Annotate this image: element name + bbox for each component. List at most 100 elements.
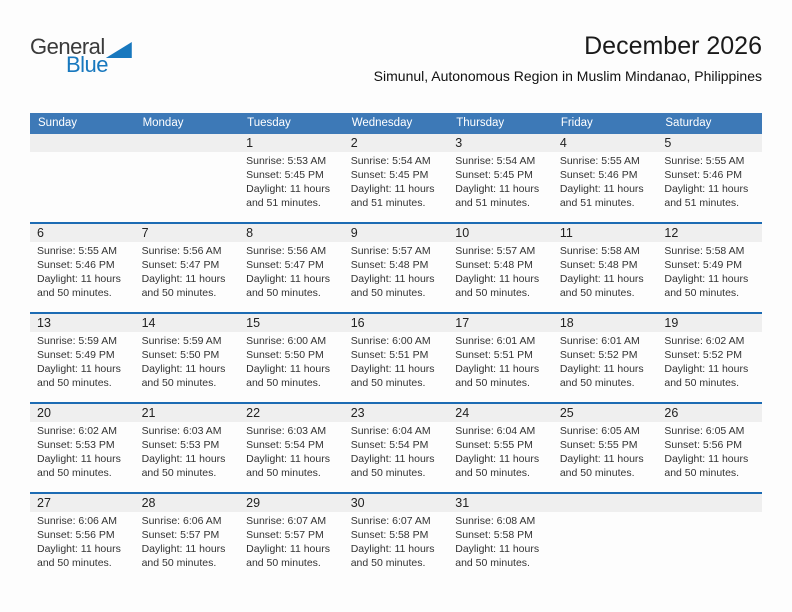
day-number: 23 (343, 404, 449, 422)
sunrise-text: Sunrise: 6:08 AM (455, 515, 536, 527)
day-cell: 7 Sunrise: 5:56 AM Sunset: 5:47 PM Daylight… (134, 223, 240, 313)
day-number: 3 (448, 134, 553, 152)
sunrise-text: Sunrise: 5:54 AM (350, 155, 431, 167)
day-cell: 19 Sunrise: 6:02 AM Sunset: 5:52 PM Dayligh… (657, 313, 762, 403)
day-number: 26 (657, 404, 762, 422)
day-cell: 12 Sunrise: 5:58 AM Sunset: 5:49 PM Dayligh… (657, 223, 762, 313)
daylight-text: Daylight: 11 hours and 50 minutes. (559, 272, 644, 299)
day-cell: 20 Sunrise: 6:02 AM Sunset: 5:53 PM Dayligh… (30, 403, 135, 493)
logo-text-blue: Blue (66, 52, 109, 77)
day-cell: 22 Sunrise: 6:03 AM Sunset: 5:54 PM Dayligh… (239, 403, 344, 493)
day-details: Sunrise: 6:03 AM Sunset: 5:54 PM Daylight:… (239, 422, 344, 481)
day-cell: 5 Sunrise: 5:55 AM Sunset: 5:46 PM Daylight… (657, 134, 762, 223)
day-details: Sunrise: 5:54 AM Sunset: 5:45 PM Daylight:… (344, 152, 449, 211)
day-cell: 21 Sunrise: 6:03 AM Sunset: 5:53 PM Dayligh… (134, 403, 240, 493)
day-cell: 10 Sunrise: 5:57 AM Sunset: 5:48 PM Dayligh… (448, 223, 553, 313)
weekday-wednesday: Wednesday (343, 113, 449, 134)
day-number: 14 (134, 314, 240, 332)
day-number: 15 (239, 314, 344, 332)
daylight-text: Daylight: 11 hours and 50 minutes. (141, 362, 226, 389)
sunset-text: Sunset: 5:55 PM (559, 438, 638, 451)
daylight-text: Daylight: 11 hours and 51 minutes. (246, 182, 330, 209)
calendar-table: Sunday Monday Tuesday Wednesday Thursday… (30, 113, 762, 582)
day-number: 13 (30, 314, 135, 332)
day-cell: 24 Sunrise: 6:04 AM Sunset: 5:55 PM Dayligh… (448, 403, 553, 493)
sunrise-text: Sunrise: 5:56 AM (141, 245, 222, 257)
day-number (134, 134, 240, 152)
sunset-text: Sunset: 5:47 PM (246, 258, 324, 271)
title-block: December 2026 Simunul, Autonomous Region… (30, 30, 762, 84)
daylight-text: Daylight: 11 hours and 51 minutes. (559, 182, 644, 209)
sunrise-text: Sunrise: 6:03 AM (141, 425, 222, 437)
day-details: Sunrise: 5:58 AM Sunset: 5:49 PM Daylight:… (657, 242, 762, 301)
page-subtitle: Simunul, Autonomous Region in Muslim Min… (373, 67, 762, 84)
day-cell: 25 Sunrise: 6:05 AM Sunset: 5:55 PM Dayligh… (552, 403, 658, 493)
brand-logo: General Blue (30, 36, 132, 76)
sunrise-text: Sunrise: 5:55 AM (664, 155, 745, 167)
day-number: 28 (134, 494, 240, 512)
empty-day-cell (134, 134, 240, 223)
sunrise-text: Sunrise: 6:05 AM (559, 425, 640, 437)
page-title: December 2026 (584, 32, 762, 60)
day-number: 30 (343, 494, 449, 512)
sunrise-text: Sunrise: 5:58 AM (559, 245, 640, 257)
day-details: Sunrise: 6:02 AM Sunset: 5:53 PM Daylight:… (30, 422, 135, 481)
sunset-text: Sunset: 5:52 PM (559, 348, 638, 361)
day-number: 31 (448, 494, 553, 512)
day-details: Sunrise: 6:01 AM Sunset: 5:52 PM Daylight:… (553, 332, 658, 391)
sunset-text: Sunset: 5:53 PM (141, 438, 220, 451)
day-number: 9 (343, 224, 449, 242)
day-cell: 30 Sunrise: 6:07 AM Sunset: 5:58 PM Dayligh… (343, 493, 449, 582)
sunrise-text: Sunrise: 5:53 AM (246, 155, 327, 167)
empty-day-cell (657, 493, 762, 582)
day-details: Sunrise: 6:00 AM Sunset: 5:50 PM Daylight:… (239, 332, 344, 391)
daylight-text: Daylight: 11 hours and 50 minutes. (246, 362, 330, 389)
weekday-friday: Friday (552, 113, 658, 134)
day-number (30, 134, 135, 152)
day-number: 8 (239, 224, 344, 242)
day-details: Sunrise: 5:56 AM Sunset: 5:47 PM Daylight:… (135, 242, 240, 301)
daylight-text: Daylight: 11 hours and 50 minutes. (455, 452, 540, 479)
sunset-text: Sunset: 5:45 PM (246, 168, 324, 181)
daylight-text: Daylight: 11 hours and 50 minutes. (246, 542, 330, 569)
sunset-text: Sunset: 5:56 PM (664, 438, 743, 451)
daylight-text: Daylight: 11 hours and 50 minutes. (664, 362, 749, 389)
daylight-text: Daylight: 11 hours and 50 minutes. (559, 452, 644, 479)
weekday-monday: Monday (134, 113, 240, 134)
day-cell: 9 Sunrise: 5:57 AM Sunset: 5:48 PM Daylight… (343, 223, 449, 313)
daylight-text: Daylight: 11 hours and 50 minutes. (455, 272, 540, 299)
day-details: Sunrise: 6:00 AM Sunset: 5:51 PM Daylight:… (344, 332, 449, 391)
daylight-text: Daylight: 11 hours and 50 minutes. (350, 362, 435, 389)
day-details: Sunrise: 5:57 AM Sunset: 5:48 PM Daylight:… (344, 242, 449, 301)
sunset-text: Sunset: 5:58 PM (350, 528, 429, 541)
day-details: Sunrise: 5:56 AM Sunset: 5:47 PM Daylight:… (239, 242, 344, 301)
day-cell: 31 Sunrise: 6:08 AM Sunset: 5:58 PM Dayligh… (448, 493, 553, 582)
day-number: 25 (552, 404, 658, 422)
day-number: 1 (239, 134, 344, 152)
daylight-text: Daylight: 11 hours and 50 minutes. (141, 452, 226, 479)
daylight-text: Daylight: 11 hours and 50 minutes. (455, 362, 540, 389)
week-row: 13 Sunrise: 5:59 AM Sunset: 5:49 PM Dayligh… (30, 313, 762, 403)
sunset-text: Sunset: 5:50 PM (246, 348, 324, 361)
day-cell: 27 Sunrise: 6:06 AM Sunset: 5:56 PM Dayligh… (30, 493, 135, 582)
sunrise-text: Sunrise: 6:00 AM (350, 335, 431, 347)
daylight-text: Daylight: 11 hours and 51 minutes. (350, 182, 435, 209)
day-details: Sunrise: 5:59 AM Sunset: 5:49 PM Daylight:… (30, 332, 135, 391)
day-number (552, 494, 658, 512)
daylight-text: Daylight: 11 hours and 50 minutes. (664, 272, 749, 299)
sunrise-text: Sunrise: 6:07 AM (246, 515, 327, 527)
daylight-text: Daylight: 11 hours and 50 minutes. (455, 542, 540, 569)
day-details: Sunrise: 6:05 AM Sunset: 5:56 PM Daylight:… (657, 422, 762, 481)
day-details: Sunrise: 6:07 AM Sunset: 5:57 PM Daylight:… (239, 512, 344, 571)
daylight-text: Daylight: 11 hours and 50 minutes. (37, 362, 121, 389)
day-details: Sunrise: 6:04 AM Sunset: 5:55 PM Daylight:… (448, 422, 553, 481)
day-cell: 29 Sunrise: 6:07 AM Sunset: 5:57 PM Dayligh… (239, 493, 344, 582)
day-cell: 28 Sunrise: 6:06 AM Sunset: 5:57 PM Dayligh… (134, 493, 240, 582)
day-details: Sunrise: 6:06 AM Sunset: 5:57 PM Daylight:… (135, 512, 240, 571)
daylight-text: Daylight: 11 hours and 50 minutes. (350, 542, 435, 569)
day-details: Sunrise: 5:55 AM Sunset: 5:46 PM Daylight:… (30, 242, 135, 301)
sunset-text: Sunset: 5:52 PM (664, 348, 743, 361)
week-row: 27 Sunrise: 6:06 AM Sunset: 5:56 PM Dayligh… (30, 493, 762, 582)
sunset-text: Sunset: 5:46 PM (664, 168, 743, 181)
